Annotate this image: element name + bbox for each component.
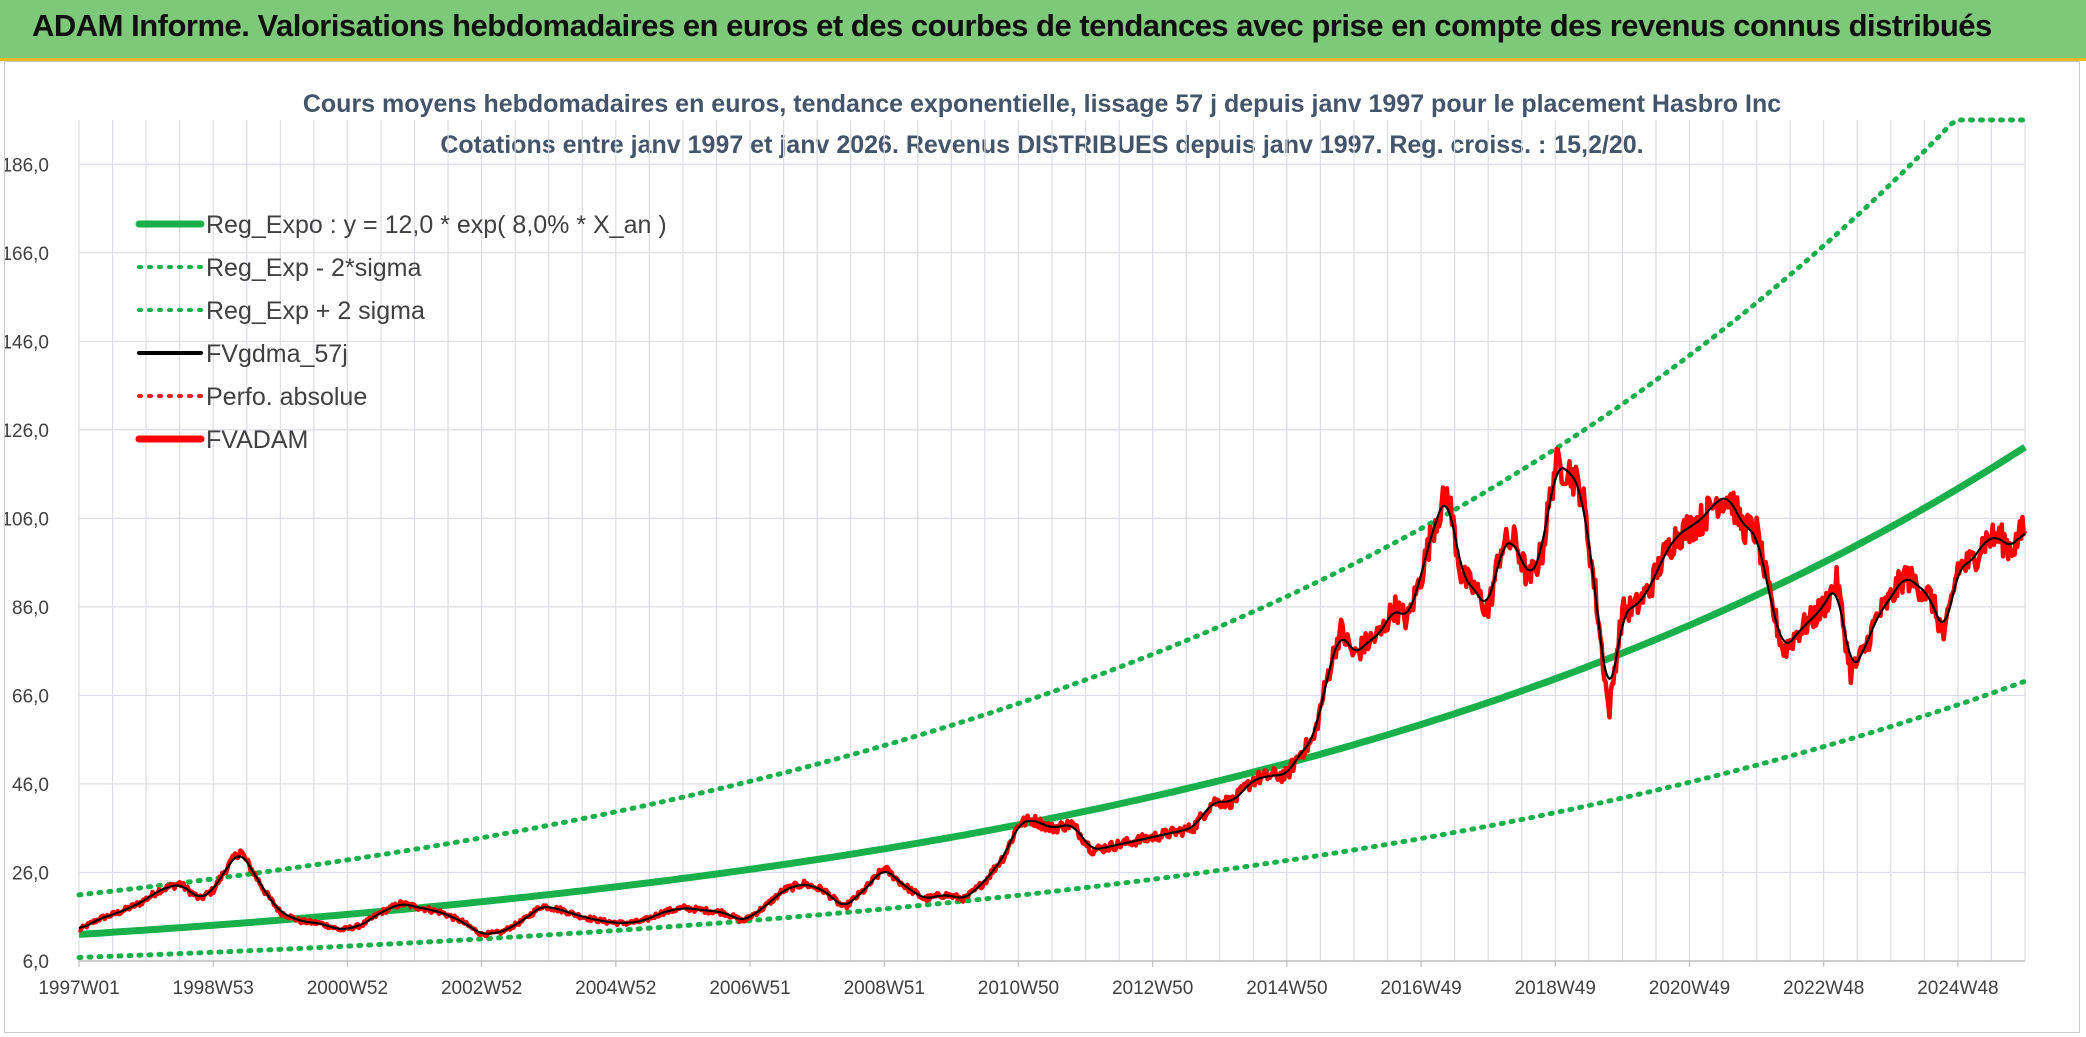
series-lines — [76, 117, 2028, 960]
fvgdma-57j-line — [78, 467, 2026, 935]
x-tick-label: 2000W52 — [307, 978, 388, 999]
x-tick-label: 2024W48 — [1917, 978, 1998, 999]
legend-label: Reg_Expo : y = 12,0 * exp( 8,0% * X_an ) — [206, 211, 667, 239]
x-tick-label: 2022W48 — [1783, 978, 1864, 999]
x-tick-label: 2016W49 — [1380, 978, 1461, 999]
chart-title: Cours moyens hebdomadaires en euros, ten… — [303, 90, 1781, 118]
x-tick-label: 2020W49 — [1649, 978, 1730, 999]
chart-subtitle: Cotations entre janv 1997 et janv 2026. … — [440, 131, 1643, 159]
x-tick-label: 2012W50 — [1112, 978, 1193, 999]
x-tick-label: 2010W50 — [978, 978, 1059, 999]
x-tick-label: 1997W01 — [38, 978, 119, 999]
chart-svg: Cours moyens hebdomadaires en euros, ten… — [5, 90, 2028, 999]
gridlines — [78, 120, 2026, 962]
reg-exp-plus-2sigma-line — [76, 117, 2028, 898]
legend-label: FVADAM — [206, 426, 308, 454]
x-tick-label: 2002W52 — [441, 978, 522, 999]
y-tick-label: 26,0 — [12, 863, 49, 884]
reg-expo-line — [78, 444, 2027, 938]
y-tick-label: 186,0 — [5, 155, 49, 176]
legend-label: Reg_Exp - 2*sigma — [206, 254, 421, 282]
legend-label: Perfo. absolue — [206, 383, 367, 411]
x-tick-label: 2018W49 — [1515, 978, 1596, 999]
x-tick-label: 2006W51 — [709, 978, 790, 999]
x-tick-label: 2004W52 — [575, 978, 656, 999]
axes: 6,0 26,0 46,0 66,0 86,0 106,0 126,0 146,0 166,0 1… — [5, 155, 2025, 999]
report-title: ADAM Informe. Valorisations hebdomadaire… — [32, 8, 1992, 43]
y-tick-label: 106,0 — [5, 509, 49, 530]
legend-label: FVgdma_57j — [206, 340, 348, 368]
reg-exp-minus-2sigma-line — [76, 678, 2028, 960]
chart-frame: Cours moyens hebdomadaires en euros, ten… — [4, 61, 2080, 1033]
x-tick-label: 2008W51 — [844, 978, 925, 999]
y-tick-label: 46,0 — [12, 775, 49, 796]
y-tick-label: 86,0 — [12, 598, 49, 619]
y-tick-label: 66,0 — [12, 686, 49, 707]
report-banner: ADAM Informe. Valorisations hebdomadaire… — [0, 0, 2086, 61]
y-tick-label: 146,0 — [5, 332, 49, 353]
y-tick-label: 126,0 — [5, 421, 49, 442]
x-tick-label: 1998W53 — [173, 978, 254, 999]
legend-label: Reg_Exp + 2 sigma — [206, 297, 425, 325]
y-tick-label: 166,0 — [5, 244, 49, 265]
y-tick-label: 6,0 — [23, 952, 49, 973]
legend: Reg_Expo : y = 12,0 * exp( 8,0% * X_an )… — [135, 211, 667, 454]
x-tick-label: 2014W50 — [1246, 978, 1327, 999]
